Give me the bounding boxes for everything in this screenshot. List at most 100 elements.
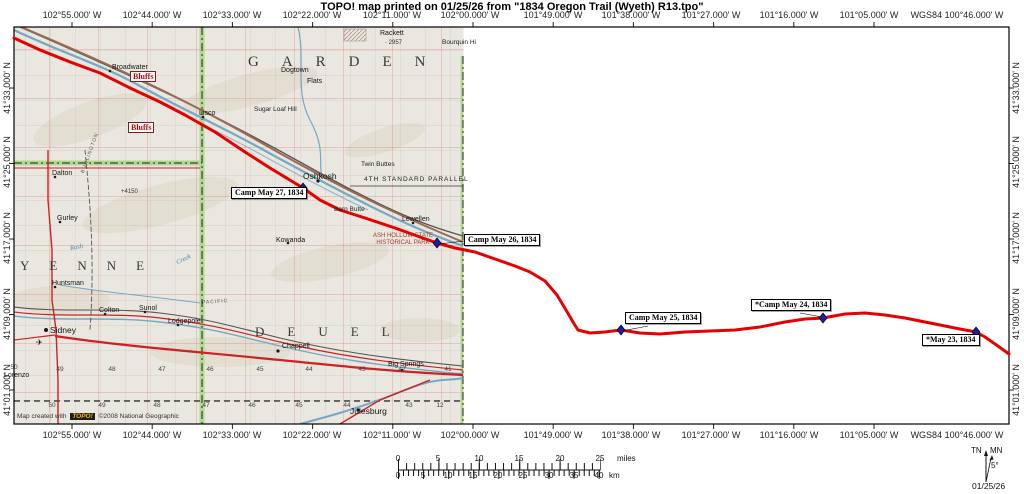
- lon-label: 101°38.000' W: [601, 10, 661, 20]
- lon-label: 102°22.000' W: [282, 10, 342, 20]
- lon-label: 101°27.000' W: [681, 430, 741, 440]
- lon-label: 102°44.000' W: [122, 430, 182, 440]
- topo-area: [14, 27, 464, 424]
- feature-label-ash-hollow-line2: HISTORICAL PARK: [376, 240, 430, 246]
- highways: [14, 27, 464, 424]
- credit-suffix: ©2008 National Geographic: [98, 413, 179, 420]
- lat-label: 41°17.000' N: [2, 212, 12, 264]
- trail-path: [12, 36, 1011, 356]
- scale-km-tick-label: 5: [420, 471, 426, 480]
- township-number: 47: [202, 402, 210, 409]
- township-number: 45: [256, 366, 264, 373]
- lat-label: 41°09.000' N: [2, 288, 12, 340]
- scale-km-tick-label: 25: [518, 471, 528, 480]
- scale-km-tick-label: 40: [594, 471, 604, 480]
- camp-marker: [432, 237, 442, 249]
- topo-logo: TOPO!: [70, 413, 95, 420]
- township-number: 46: [248, 402, 256, 409]
- county-label-cheyenne: YENNE: [20, 258, 165, 273]
- feature-label-standard-parallel: 4TH STANDARD PARALLEL: [364, 176, 469, 183]
- lat-label: 41°01.000' N: [1011, 364, 1021, 416]
- map-credit: Map created with TOPO! ©2008 National Ge…: [17, 413, 179, 420]
- town-label-sidney: Sidney: [50, 325, 76, 335]
- lon-label: 101°05.000' W: [839, 430, 899, 440]
- lat-label: 41°25.000' N: [1011, 136, 1021, 188]
- camp-marker: [616, 324, 626, 336]
- feature-label-twin-buttes: Twin Buttes: [361, 161, 395, 168]
- camp-label-may24: *Camp May 24, 1834: [751, 299, 832, 311]
- lon-label: 102°55.000' W: [42, 10, 102, 20]
- feature-label-barn-butte: Barn Butte: [334, 206, 365, 213]
- lon-label: 102°11.000' W: [362, 10, 422, 20]
- lon-label: WGS84 100°46.000' W: [910, 430, 1004, 440]
- map-frame: [13, 26, 1010, 425]
- lon-label: 101°49.000' W: [523, 430, 583, 440]
- scale-bar-ruler: [398, 459, 601, 479]
- lat-label: 41°17.000' N: [1011, 212, 1021, 264]
- scale-km-tick-label: 30: [544, 471, 554, 480]
- scale-km-unit: km: [609, 471, 620, 480]
- true-north-label: TN: [971, 446, 982, 455]
- town-label-chappell: Chappell: [282, 343, 310, 350]
- declination-diagram: [984, 450, 994, 483]
- print-date: 01/25/26: [972, 481, 1006, 491]
- township-number: 46: [206, 366, 214, 373]
- feature-label-sugar-loaf-hill: Sugar Loaf Hill: [254, 106, 297, 113]
- town-label-lewellen: Lewellen: [402, 216, 430, 223]
- lon-label: 102°00.000' W: [440, 430, 500, 440]
- scale-miles-unit: miles: [617, 454, 636, 463]
- town-label-broadwater: Broadwater: [112, 64, 148, 71]
- lon-label: 102°00.000' W: [440, 10, 500, 20]
- scale-km-tick-label: 15: [468, 471, 478, 480]
- lon-label: 102°22.000' W: [282, 430, 342, 440]
- town-label-rackett: Rackett: [380, 30, 404, 37]
- declination-angle: 5°: [991, 461, 999, 470]
- scale-km-tick-label: 20: [493, 471, 503, 480]
- rackett-town-outline: [343, 28, 367, 42]
- lat-label: 41°33.000' N: [1011, 62, 1021, 114]
- scale-mile-tick-label: 5: [435, 454, 441, 463]
- lat-label: 41°25.000' N: [2, 136, 12, 188]
- lon-label: 102°33.000' W: [202, 10, 262, 20]
- township-number: 49: [98, 402, 106, 409]
- camp-marker: [818, 312, 828, 324]
- county-label-garden: GARDEN: [248, 54, 449, 70]
- lon-label: WGS84 100°46.000' W: [910, 10, 1004, 20]
- lon-label: 102°44.000' W: [122, 10, 182, 20]
- town-label-gurley: Gurley: [57, 215, 78, 222]
- feature-label-bourquin-hill: Bourquin Hi: [442, 39, 476, 46]
- scale-mile-tick-label: 20: [555, 454, 565, 463]
- town-label-dalton: Dalton: [52, 170, 73, 177]
- airport-icon: ✈: [36, 338, 43, 347]
- camp-label-may25: Camp May 25, 1834: [625, 312, 702, 324]
- town-label-lorenzo: Lorenzo: [4, 372, 30, 379]
- feature-label-bluffs: Bluffs: [130, 71, 157, 82]
- lon-label: 101°16.000' W: [759, 10, 819, 20]
- camp-markers: [298, 182, 981, 338]
- town-label-flats: Flats: [307, 78, 323, 85]
- lat-label: 41°09.000' N: [1011, 288, 1021, 340]
- county-label-deuel: DEUEL: [255, 324, 413, 339]
- township-number: 50: [10, 364, 18, 371]
- elevation-label: +4150: [121, 189, 138, 195]
- scale-mile-tick-label: 0: [395, 454, 401, 463]
- township-number: 44: [343, 402, 351, 409]
- township-number: 49: [56, 366, 64, 373]
- town-label-julesburg: Julesburg: [350, 406, 387, 416]
- camp-label-may23: *May 23, 1834: [922, 334, 980, 346]
- scale-km-tick-label: 10: [443, 471, 453, 480]
- camp-label-may26: Camp May 26, 1834: [464, 234, 541, 246]
- scale-mile-tick-label: 10: [474, 454, 484, 463]
- town-label-sunol: Sunol: [139, 305, 157, 312]
- township-number: 42: [398, 366, 406, 373]
- township-number: 50: [48, 402, 56, 409]
- township-number: 43: [405, 402, 413, 409]
- town-label-lisco: Lisco: [199, 110, 216, 117]
- township-number: 45: [295, 402, 303, 409]
- town-label-colton: Colton: [99, 307, 120, 314]
- township-number: 47: [158, 366, 166, 373]
- township-number: 12: [436, 402, 444, 409]
- town-label-kowanda: Kowanda: [276, 237, 306, 244]
